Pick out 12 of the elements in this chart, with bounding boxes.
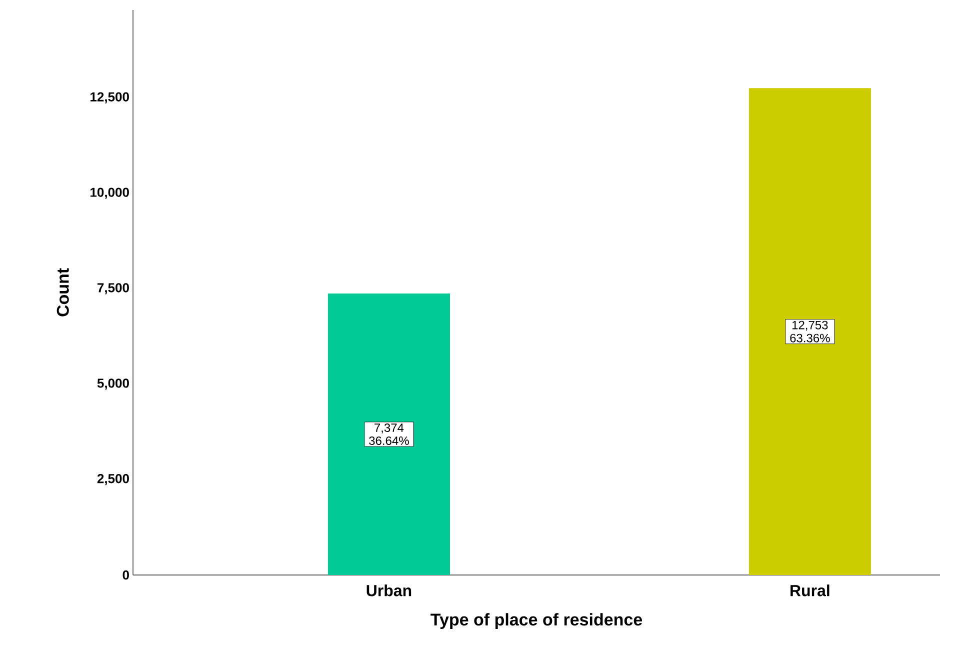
data-label: 12,753 63.36% [790,320,830,342]
y-tick-label: 7,500 [98,283,129,294]
x-tick-label: Urban [366,584,412,596]
y-tick-label: 5,000 [97,378,129,390]
x-axis-title: Type of place of residence [430,613,642,629]
y-tick-label: 10,000 [90,188,129,199]
y-axis-title: Count [56,268,69,316]
x-tick-label: Rural [790,584,830,596]
data-label: 7,374 36.64% [369,424,409,445]
y-tick-label: 0 [122,570,129,580]
y-tick-label: 2,500 [97,474,129,486]
y-tick-label: 12,500 [90,92,129,104]
